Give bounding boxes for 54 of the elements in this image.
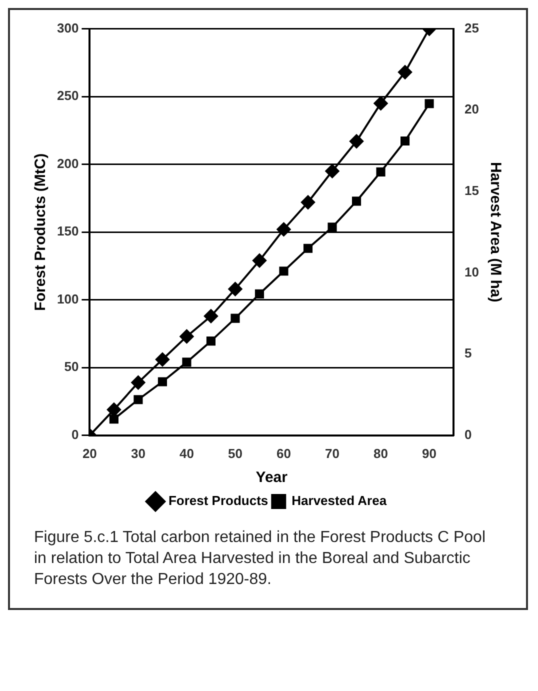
y2-tick-label: 5 bbox=[464, 346, 472, 361]
point bbox=[158, 377, 167, 386]
point bbox=[279, 266, 288, 276]
y2-tick-label: 0 bbox=[464, 426, 472, 442]
point bbox=[204, 309, 218, 324]
point bbox=[230, 314, 240, 323]
x-tick-label: 90 bbox=[422, 446, 437, 461]
x-tick-label: 20 bbox=[82, 446, 97, 461]
y-axis-title: Forest Products (MtC) bbox=[32, 153, 50, 311]
x-tick-label: 30 bbox=[130, 446, 146, 461]
y-tick-label: 100 bbox=[56, 291, 79, 306]
point bbox=[303, 244, 313, 253]
legend-label: Forest Products bbox=[168, 493, 268, 508]
point bbox=[106, 402, 121, 417]
point bbox=[325, 164, 340, 178]
point bbox=[398, 65, 412, 80]
point bbox=[182, 358, 192, 367]
point bbox=[400, 136, 410, 146]
x-tick-label: 80 bbox=[374, 446, 388, 461]
point bbox=[252, 254, 266, 268]
point bbox=[276, 222, 291, 236]
point bbox=[350, 134, 364, 148]
point bbox=[131, 376, 146, 390]
point bbox=[376, 167, 386, 176]
point bbox=[328, 222, 337, 232]
legend-label: Harvested Area bbox=[292, 493, 388, 508]
point bbox=[134, 395, 143, 404]
point bbox=[180, 329, 194, 344]
x-tick-label: 40 bbox=[179, 446, 194, 461]
point bbox=[254, 289, 264, 298]
point bbox=[206, 336, 216, 346]
y2-axis-title: Harvest Area (M ha) bbox=[486, 162, 504, 302]
caption: Figure 5.c.1 Total carbon retained in the Forest Products C Pool in relation to Total Area Harvested in the Boreal and Subarctic Forests Over the Period 1920-89. bbox=[34, 528, 486, 590]
y-tick-label: 0 bbox=[71, 426, 79, 442]
x-tick-label: 60 bbox=[276, 446, 291, 461]
point bbox=[374, 96, 388, 110]
point bbox=[228, 282, 242, 296]
point bbox=[155, 352, 170, 366]
x-axis-title: Year bbox=[256, 469, 288, 486]
y-tick-label: 150 bbox=[56, 224, 79, 239]
y2-tick-label: 15 bbox=[464, 183, 480, 198]
x-tick-label: 50 bbox=[228, 446, 242, 461]
y2-tick-label: 10 bbox=[464, 264, 480, 280]
point bbox=[352, 196, 362, 206]
y-tick-label: 300 bbox=[56, 20, 79, 36]
y-tick-label: 250 bbox=[56, 88, 79, 104]
y-tick-label: 200 bbox=[56, 156, 79, 171]
y2-tick-label: 20 bbox=[464, 102, 480, 117]
y-tick-label: 50 bbox=[64, 359, 79, 374]
point bbox=[109, 414, 118, 424]
y2-tick-label: 25 bbox=[464, 20, 480, 36]
x-tick-label: 70 bbox=[325, 446, 340, 461]
point bbox=[424, 99, 434, 108]
point bbox=[301, 195, 315, 210]
